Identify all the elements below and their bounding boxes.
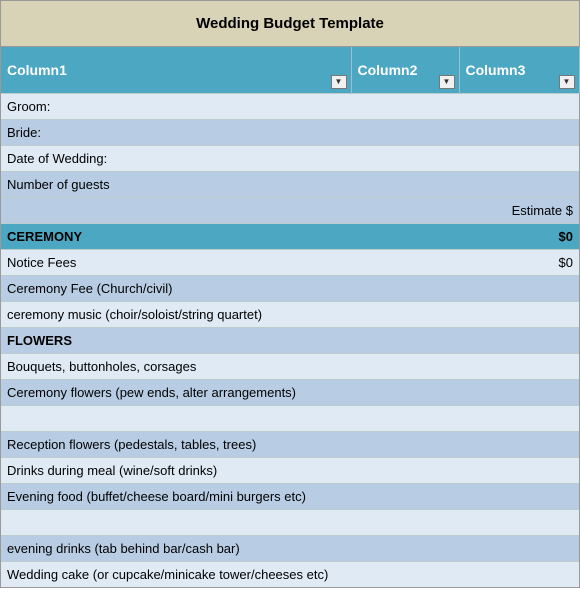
cell-value[interactable] — [351, 509, 459, 535]
table-row — [1, 405, 579, 431]
table-row: Notice Fees $0 — [1, 249, 579, 275]
table-row: Groom: — [1, 93, 579, 119]
cell-label[interactable]: FLOWERS — [1, 327, 351, 353]
table-row: Estimate $ — [1, 197, 579, 223]
table-row: Wedding cake (or cupcake/minicake tower/… — [1, 561, 579, 587]
cell-value[interactable] — [351, 483, 459, 509]
table-row: Date of Wedding: — [1, 145, 579, 171]
cell-value[interactable]: $0 — [459, 249, 579, 275]
cell-label[interactable]: Evening food (buffet/cheese board/mini b… — [1, 483, 351, 509]
filter-dropdown-icon[interactable]: ▼ — [331, 75, 347, 89]
cell-value[interactable] — [459, 119, 579, 145]
title-bar: Wedding Budget Template — [1, 1, 579, 47]
column-label: Column1 — [1, 54, 351, 86]
table-row — [1, 509, 579, 535]
cell-label[interactable]: Bride: — [1, 119, 351, 145]
cell-label[interactable]: ceremony music (choir/soloist/string qua… — [1, 301, 351, 327]
cell-label[interactable]: Ceremony Fee (Church/civil) — [1, 275, 351, 301]
cell-value[interactable] — [459, 405, 579, 431]
cell-value[interactable] — [459, 483, 579, 509]
cell-value[interactable] — [459, 379, 579, 405]
cell-value[interactable] — [351, 223, 459, 249]
cell-value[interactable] — [351, 249, 459, 275]
column-header-2[interactable]: Column2 ▼ — [351, 47, 459, 93]
cell-label[interactable]: Notice Fees — [1, 249, 351, 275]
cell-label[interactable]: Reception flowers (pedestals, tables, tr… — [1, 431, 351, 457]
table-row: Drinks during meal (wine/soft drinks) — [1, 457, 579, 483]
cell-value[interactable] — [459, 275, 579, 301]
cell-value[interactable] — [351, 145, 459, 171]
cell-value[interactable] — [351, 275, 459, 301]
cell-value[interactable] — [459, 457, 579, 483]
cell-value[interactable] — [351, 561, 459, 587]
cell-value[interactable] — [351, 301, 459, 327]
cell-value[interactable] — [351, 431, 459, 457]
table-row: Bouquets, buttonholes, corsages — [1, 353, 579, 379]
header-row: Column1 ▼ Column2 ▼ Column3 ▼ — [1, 47, 579, 93]
table-row: Bride: — [1, 119, 579, 145]
cell-label[interactable]: Date of Wedding: — [1, 145, 351, 171]
cell-label[interactable]: evening drinks (tab behind bar/cash bar) — [1, 535, 351, 561]
page-title: Wedding Budget Template — [196, 15, 384, 32]
cell-value[interactable]: Estimate $ — [459, 197, 579, 223]
column-header-1[interactable]: Column1 ▼ — [1, 47, 351, 93]
filter-dropdown-icon[interactable]: ▼ — [559, 75, 575, 89]
cell-value[interactable] — [459, 509, 579, 535]
table-row: CEREMONY $0 — [1, 223, 579, 249]
cell-label[interactable] — [1, 197, 351, 223]
table-row: Number of guests — [1, 171, 579, 197]
cell-label[interactable]: Bouquets, buttonholes, corsages — [1, 353, 351, 379]
table-row: ceremony music (choir/soloist/string qua… — [1, 301, 579, 327]
cell-label[interactable] — [1, 405, 351, 431]
cell-value[interactable] — [459, 535, 579, 561]
cell-label[interactable]: Groom: — [1, 93, 351, 119]
cell-value[interactable] — [459, 301, 579, 327]
cell-value[interactable] — [459, 145, 579, 171]
budget-table: Column1 ▼ Column2 ▼ Column3 ▼ Groom:Brid… — [1, 47, 580, 587]
cell-value[interactable] — [459, 327, 579, 353]
table-row: Reception flowers (pedestals, tables, tr… — [1, 431, 579, 457]
filter-dropdown-icon[interactable]: ▼ — [439, 75, 455, 89]
cell-label[interactable]: Wedding cake (or cupcake/minicake tower/… — [1, 561, 351, 587]
cell-value[interactable] — [351, 197, 459, 223]
cell-label[interactable]: Drinks during meal (wine/soft drinks) — [1, 457, 351, 483]
cell-label[interactable]: Number of guests — [1, 171, 351, 197]
table-row: Ceremony Fee (Church/civil) — [1, 275, 579, 301]
table-row: evening drinks (tab behind bar/cash bar) — [1, 535, 579, 561]
cell-label[interactable] — [1, 509, 351, 535]
cell-value[interactable] — [351, 93, 459, 119]
column-header-3[interactable]: Column3 ▼ — [459, 47, 579, 93]
cell-label[interactable]: Ceremony flowers (pew ends, alter arrang… — [1, 379, 351, 405]
cell-label[interactable]: CEREMONY — [1, 223, 351, 249]
cell-value[interactable] — [459, 353, 579, 379]
table-row: Evening food (buffet/cheese board/mini b… — [1, 483, 579, 509]
spreadsheet-container: Wedding Budget Template Column1 ▼ Column… — [0, 0, 580, 588]
cell-value[interactable] — [351, 405, 459, 431]
table-row: Ceremony flowers (pew ends, alter arrang… — [1, 379, 579, 405]
cell-value[interactable] — [351, 353, 459, 379]
cell-value[interactable] — [459, 93, 579, 119]
cell-value[interactable] — [459, 561, 579, 587]
cell-value[interactable] — [459, 171, 579, 197]
cell-value[interactable] — [351, 171, 459, 197]
cell-value[interactable] — [351, 119, 459, 145]
cell-value[interactable]: $0 — [459, 223, 579, 249]
cell-value[interactable] — [351, 457, 459, 483]
table-row: FLOWERS — [1, 327, 579, 353]
cell-value[interactable] — [351, 535, 459, 561]
cell-value[interactable] — [351, 379, 459, 405]
cell-value[interactable] — [351, 327, 459, 353]
cell-value[interactable] — [459, 431, 579, 457]
